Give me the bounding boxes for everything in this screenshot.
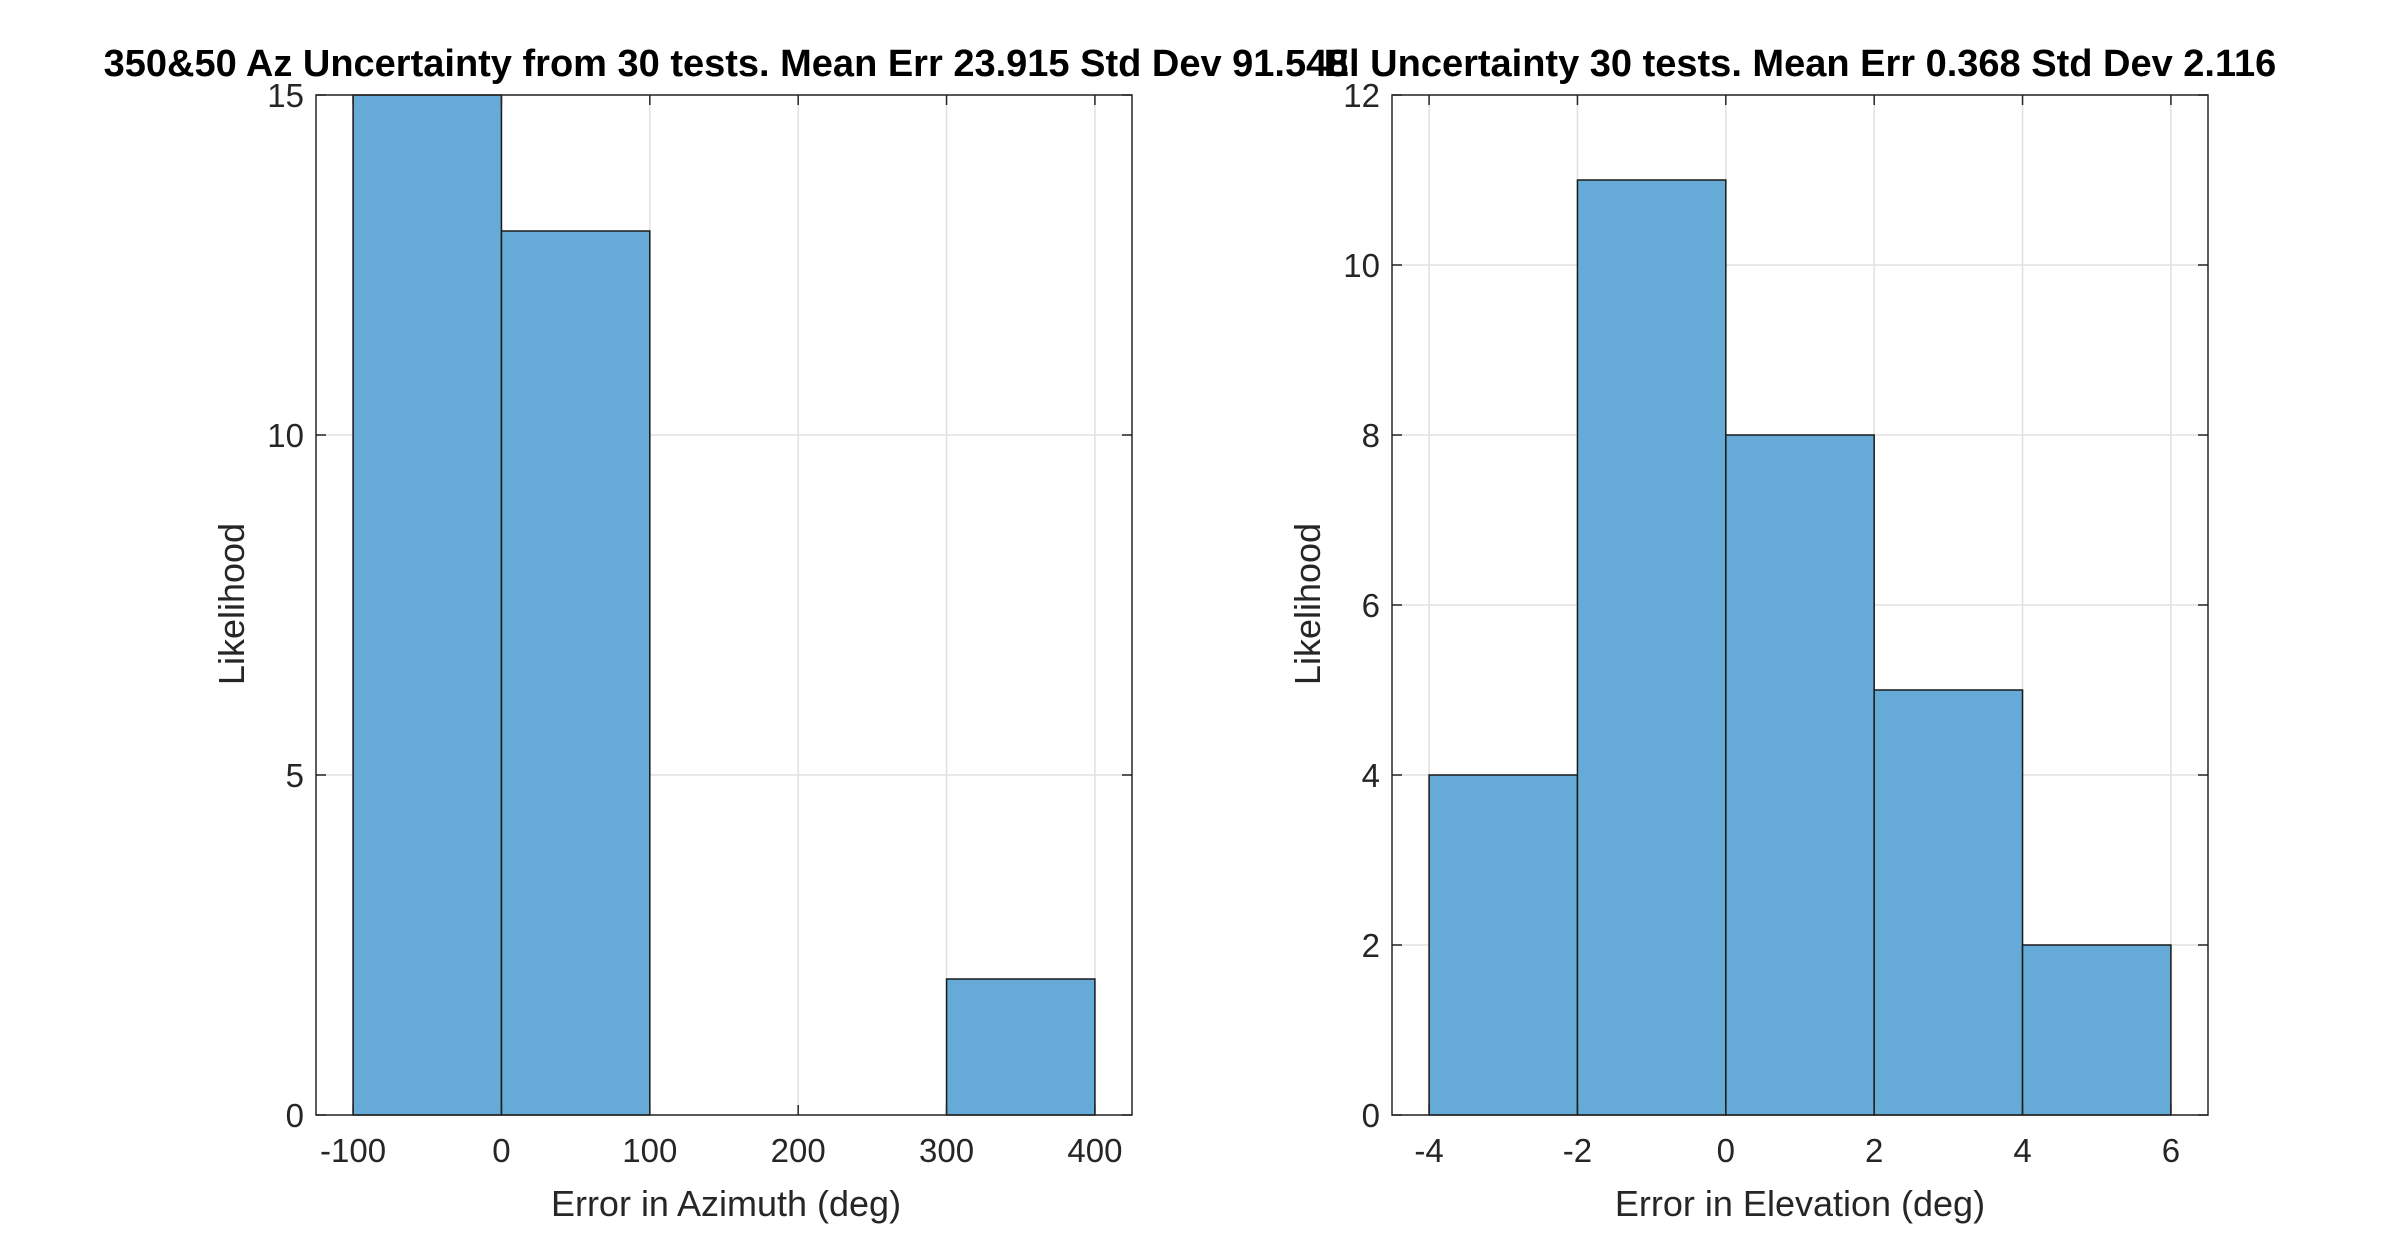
elevation-y-tick-label: 2 — [1362, 927, 1380, 964]
azimuth-bars — [352, 94, 1096, 1116]
elevation-y-tick-label: 12 — [1343, 77, 1380, 114]
azimuth-y-axis-label: Likelihood — [211, 523, 252, 685]
azimuth-histogram-bar — [352, 94, 503, 1116]
elevation-histogram: -4 -2 0 2 4 6 0 2 4 6 8 10 12 Error in Elevation (de… — [1287, 43, 2276, 1224]
elevation-x-tick-label: -4 — [1414, 1132, 1443, 1169]
elevation-histogram-bar — [2021, 944, 2172, 1116]
elevation-histogram-bar — [1428, 774, 1579, 1116]
elevation-y-axis-label: Likelihood — [1287, 523, 1328, 685]
azimuth-tick-labels: -100 0 100 200 300 400 0 5 10 15 — [267, 77, 1122, 1169]
elevation-tick-labels: -4 -2 0 2 4 6 0 2 4 6 8 10 12 — [1343, 77, 2180, 1169]
elevation-y-tick-label: 6 — [1362, 587, 1380, 624]
elevation-x-tick-label: -2 — [1563, 1132, 1592, 1169]
elevation-y-tick-label: 10 — [1343, 247, 1380, 284]
elevation-y-tick-label: 8 — [1362, 417, 1380, 454]
elevation-chart-title: El Uncertainty 30 tests. Mean Err 0.368 … — [1324, 43, 2277, 85]
azimuth-y-tick-label: 10 — [267, 417, 304, 454]
azimuth-x-tick-label: 0 — [492, 1132, 510, 1169]
azimuth-x-tick-label: 100 — [622, 1132, 677, 1169]
azimuth-x-tick-label: 400 — [1067, 1132, 1122, 1169]
azimuth-histogram: -100 0 100 200 300 400 0 5 10 15 Error in Azimuth… — [104, 43, 1349, 1224]
azimuth-y-tick-label: 15 — [267, 77, 304, 114]
azimuth-x-tick-label: -100 — [320, 1132, 386, 1169]
elevation-y-tick-label: 4 — [1362, 757, 1380, 794]
elevation-y-tick-label: 0 — [1362, 1097, 1380, 1134]
elevation-histogram-bar — [1576, 179, 1727, 1116]
azimuth-chart-title: 350&50 Az Uncertainty from 30 tests. Mea… — [104, 43, 1349, 85]
elevation-histogram-bar — [1725, 434, 1875, 1116]
azimuth-x-tick-label: 300 — [919, 1132, 974, 1169]
azimuth-histogram-bar — [500, 230, 651, 1116]
elevation-x-tick-label: 2 — [1865, 1132, 1883, 1169]
azimuth-x-axis-label: Error in Azimuth (deg) — [551, 1183, 901, 1224]
azimuth-y-tick-label: 5 — [286, 757, 304, 794]
elevation-axes — [1391, 94, 2209, 1116]
azimuth-axes — [315, 94, 1133, 1116]
elevation-bars — [1428, 179, 2172, 1116]
azimuth-x-tick-label: 200 — [771, 1132, 826, 1169]
elevation-x-axis-label: Error in Elevation (deg) — [1615, 1183, 1985, 1224]
elevation-x-tick-label: 4 — [2013, 1132, 2031, 1169]
azimuth-y-tick-label: 0 — [286, 1097, 304, 1134]
azimuth-axes-box — [315, 94, 1133, 1116]
elevation-x-tick-label: 0 — [1717, 1132, 1735, 1169]
azimuth-histogram-bar — [945, 978, 1096, 1116]
elevation-histogram-bar — [1873, 689, 2024, 1116]
elevation-x-tick-label: 6 — [2162, 1132, 2180, 1169]
